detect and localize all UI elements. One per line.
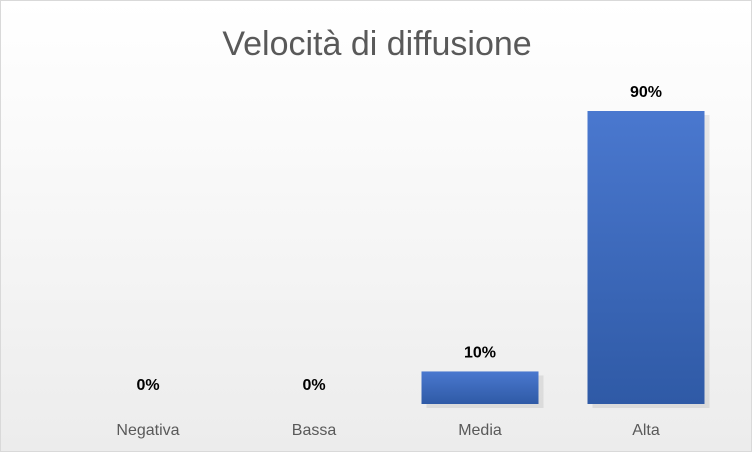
chart-title: Velocità di diffusione: [222, 25, 531, 63]
data-labels-group: 0% 0% 10% 90%: [136, 84, 662, 394]
category-labels-group: Negativa Bassa Media Alta: [116, 422, 659, 439]
category-label-media: Media: [458, 422, 502, 439]
data-label-negativa: 0%: [136, 377, 159, 394]
data-label-alta: 90%: [630, 84, 662, 101]
category-label-alta: Alta: [632, 422, 660, 439]
data-label-bassa: 0%: [302, 377, 325, 394]
bars-group: [421, 111, 710, 408]
category-label-bassa: Bassa: [292, 422, 337, 439]
bar-alta: [587, 111, 705, 404]
category-label-negativa: Negativa: [116, 422, 179, 439]
data-label-media: 10%: [464, 344, 496, 361]
bar-media: [421, 371, 539, 404]
